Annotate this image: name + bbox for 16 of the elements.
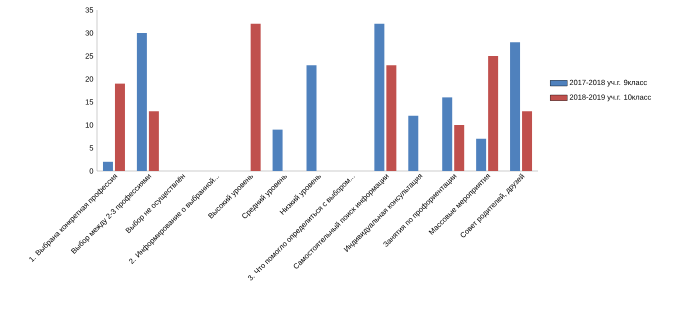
- bar: [374, 24, 384, 171]
- bar: [488, 56, 498, 171]
- bar: [250, 24, 261, 171]
- bar: [272, 130, 283, 171]
- bar: [454, 125, 464, 171]
- bar: [102, 162, 113, 171]
- bar: [386, 65, 396, 171]
- bar: [148, 111, 159, 171]
- bar: [114, 84, 125, 171]
- bar: [136, 33, 147, 171]
- bar: [408, 116, 418, 171]
- bar: [510, 42, 520, 171]
- bar: [306, 65, 317, 171]
- bar: [442, 97, 452, 171]
- bar: [522, 111, 532, 171]
- bar: [476, 138, 486, 171]
